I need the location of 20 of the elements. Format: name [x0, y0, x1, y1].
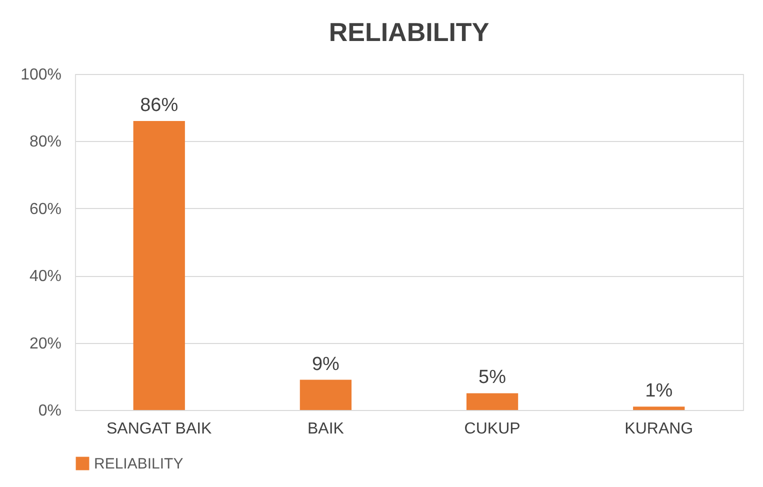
bar: [633, 406, 685, 410]
y-tick-label: 20%: [29, 335, 62, 352]
x-tick-label: SANGAT BAIK: [106, 420, 212, 438]
y-tick-label: 40%: [29, 268, 62, 286]
y-tick-label: 100%: [20, 66, 62, 84]
data-label: 1%: [645, 380, 673, 402]
chart-title: RELIABILITY: [328, 17, 490, 47]
data-label: 86%: [140, 95, 178, 116]
bar: [133, 121, 185, 410]
bar: [466, 393, 518, 410]
x-tick-label: KURANG: [624, 420, 694, 438]
x-tick-label: BAIK: [307, 420, 344, 438]
data-label: 5%: [478, 367, 506, 388]
y-tick-label: 60%: [29, 200, 62, 218]
y-tick-label: 80%: [29, 134, 62, 151]
legend-label: RELIABILITY: [94, 456, 184, 472]
data-label: 9%: [312, 354, 340, 375]
y-tick-label: 0%: [38, 402, 62, 420]
x-tick-label: CUKUP: [464, 420, 520, 438]
bar: [300, 380, 352, 410]
